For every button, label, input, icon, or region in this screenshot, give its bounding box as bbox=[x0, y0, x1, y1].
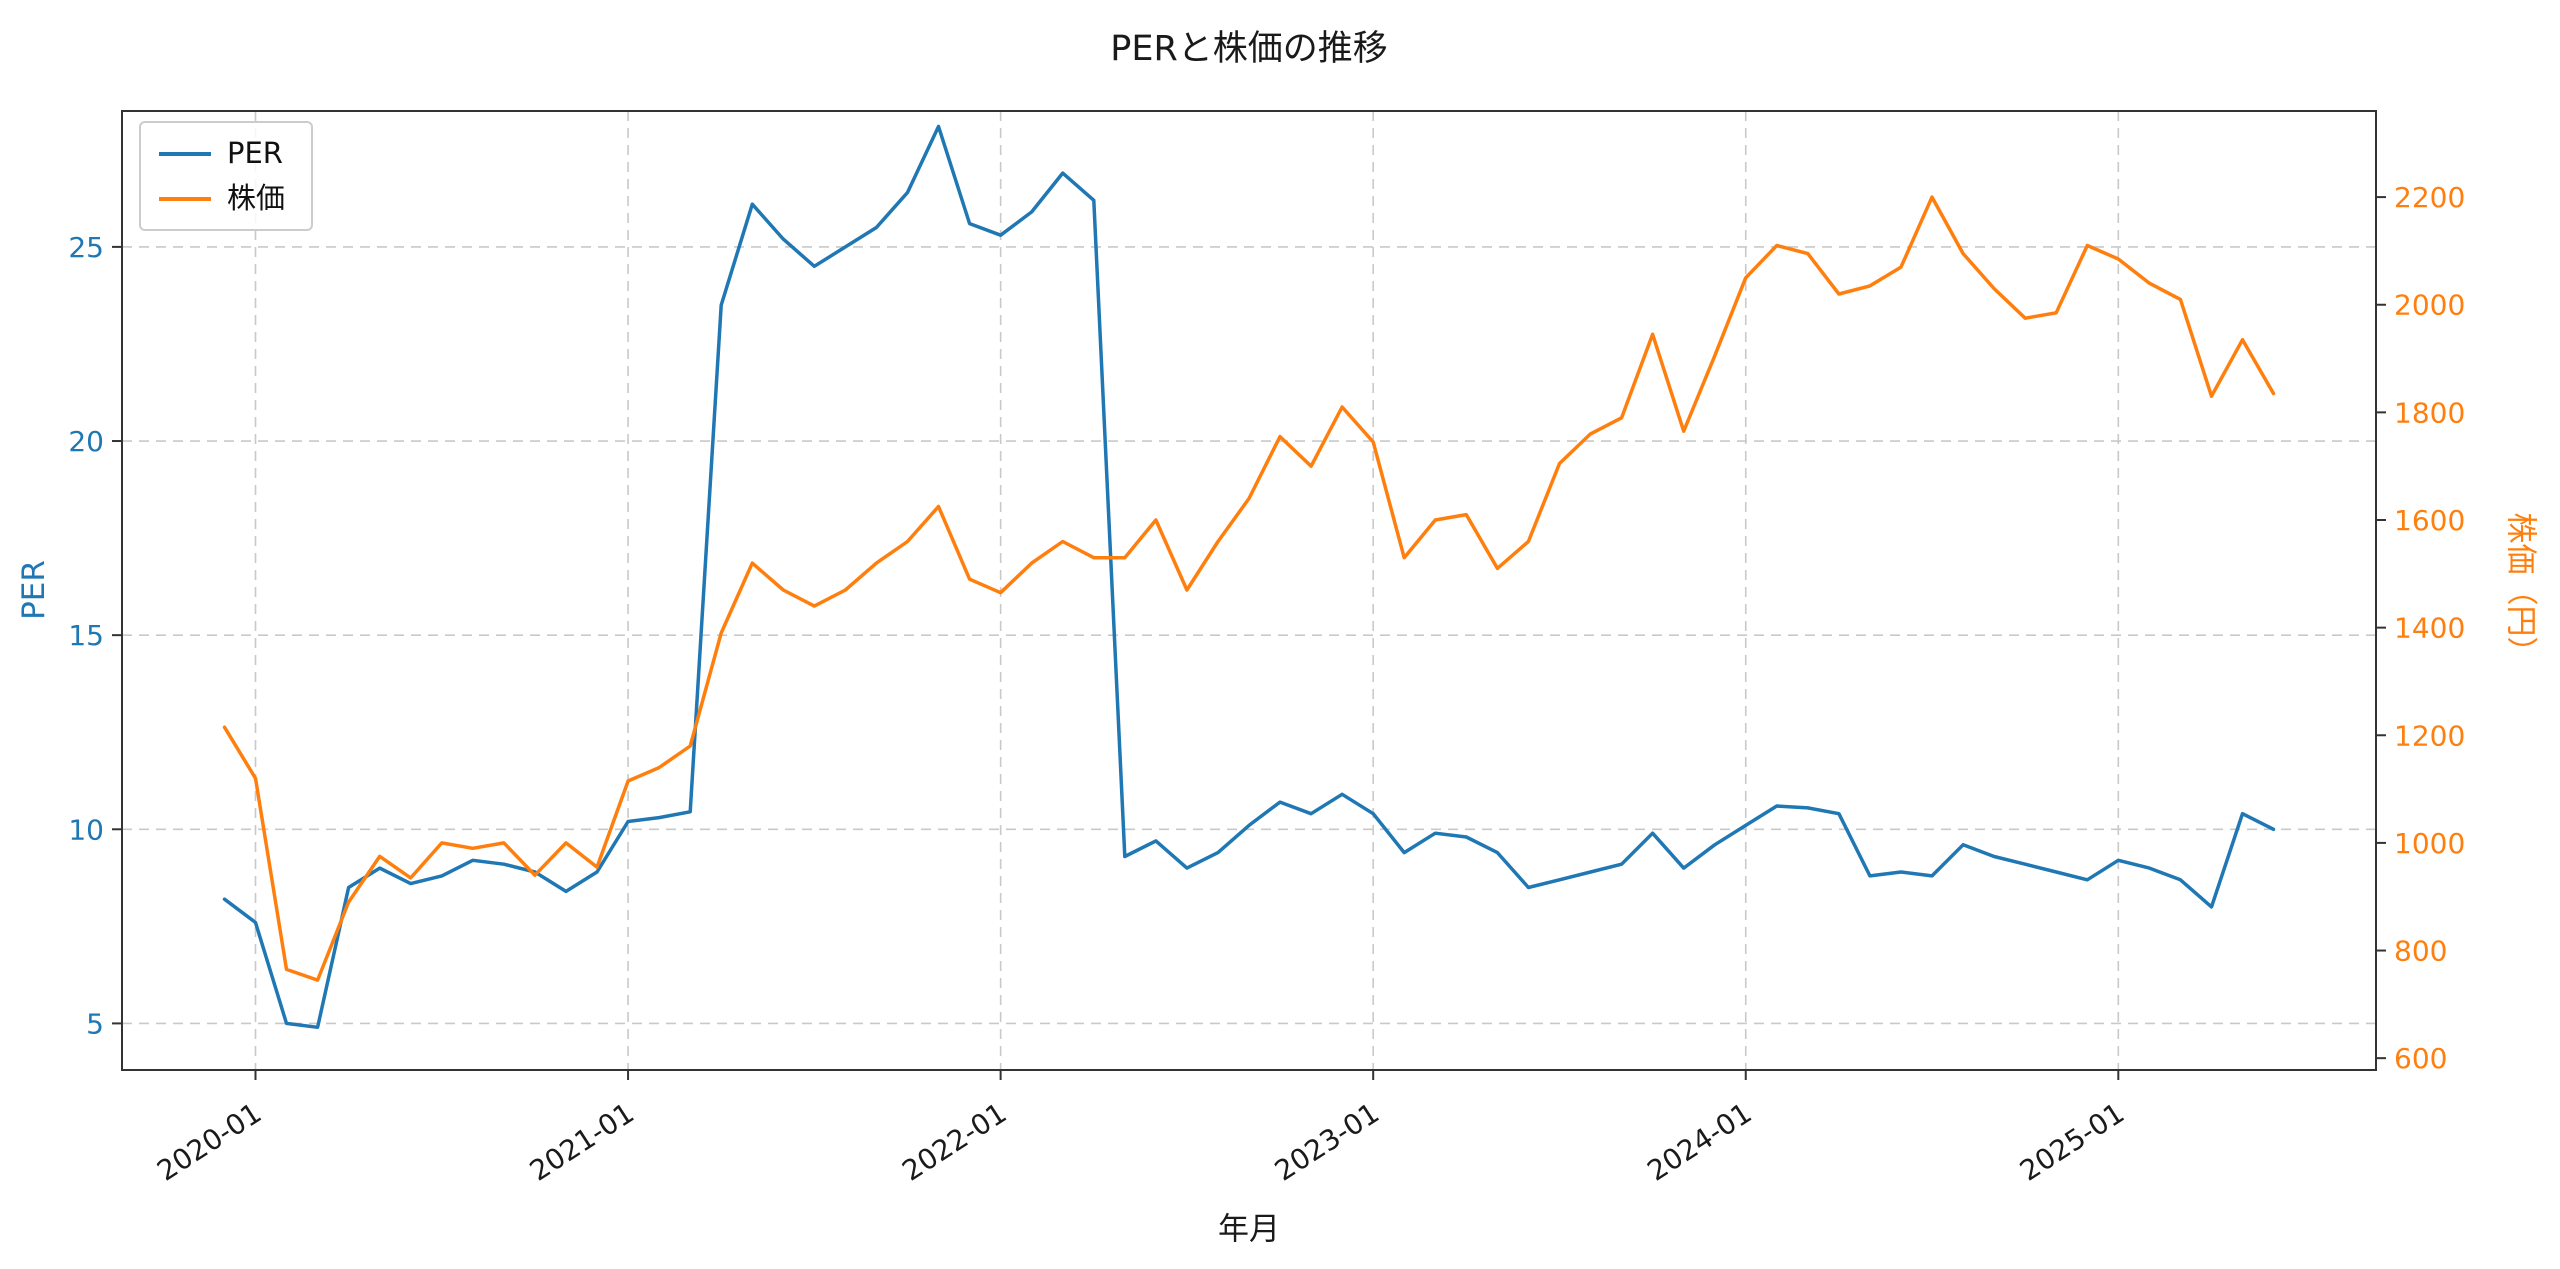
gridlines bbox=[122, 111, 2376, 1070]
y-left-tick-label: 5 bbox=[86, 1007, 104, 1040]
legend-entry-per: PER bbox=[159, 139, 285, 168]
legend: PER 株価 bbox=[139, 121, 314, 231]
tick-marks bbox=[112, 196, 2386, 1080]
y-right-tick-label: 2200 bbox=[2394, 181, 2465, 214]
legend-label-per: PER bbox=[227, 136, 283, 170]
y-right-tick-label: 2000 bbox=[2394, 289, 2465, 322]
price-line bbox=[222, 195, 2276, 982]
y-left-tick-label: 15 bbox=[68, 619, 104, 652]
y-left-tick-label: 20 bbox=[68, 425, 104, 458]
x-axis-label: 年月 bbox=[1218, 1211, 1280, 1248]
chart-title: PERと株価の推移 bbox=[1110, 29, 1388, 69]
tick-labels: 2020-01 2021-01 2022-01 2023-01 2024-01 2025-… bbox=[68, 181, 2465, 1187]
y-right-tick-label: 800 bbox=[2394, 935, 2447, 968]
x-tick-label: 2020-01 bbox=[151, 1096, 267, 1187]
x-tick-label: 2021-01 bbox=[524, 1096, 640, 1187]
legend-swatch-price bbox=[159, 196, 211, 201]
y-right-tick-label: 600 bbox=[2394, 1042, 2447, 1075]
y-right-tick-label: 1800 bbox=[2394, 396, 2465, 429]
y-left-tick-label: 10 bbox=[68, 813, 104, 846]
y-right-tick-label: 1400 bbox=[2394, 612, 2465, 645]
y-axis-label-left: PER bbox=[16, 560, 52, 620]
x-tick-label: 2023-01 bbox=[1269, 1096, 1385, 1187]
y-right-tick-label: 1600 bbox=[2394, 504, 2465, 537]
per-line bbox=[222, 124, 2276, 1030]
legend-label-price: 株価 bbox=[227, 181, 286, 215]
x-tick-label: 2022-01 bbox=[896, 1096, 1012, 1187]
y-left-tick-label: 25 bbox=[68, 231, 104, 264]
y-right-tick-label: 1200 bbox=[2394, 719, 2465, 752]
legend-swatch-per bbox=[159, 151, 211, 156]
y-axis-label-right: 株価（円） bbox=[2502, 512, 2539, 668]
x-tick-label: 2024-01 bbox=[1641, 1096, 1757, 1187]
x-tick-label: 2025-01 bbox=[2014, 1096, 2130, 1187]
legend-entry-price: 株価 bbox=[159, 184, 285, 213]
y-right-tick-label: 1000 bbox=[2394, 827, 2465, 860]
plot-border bbox=[121, 110, 2377, 1071]
